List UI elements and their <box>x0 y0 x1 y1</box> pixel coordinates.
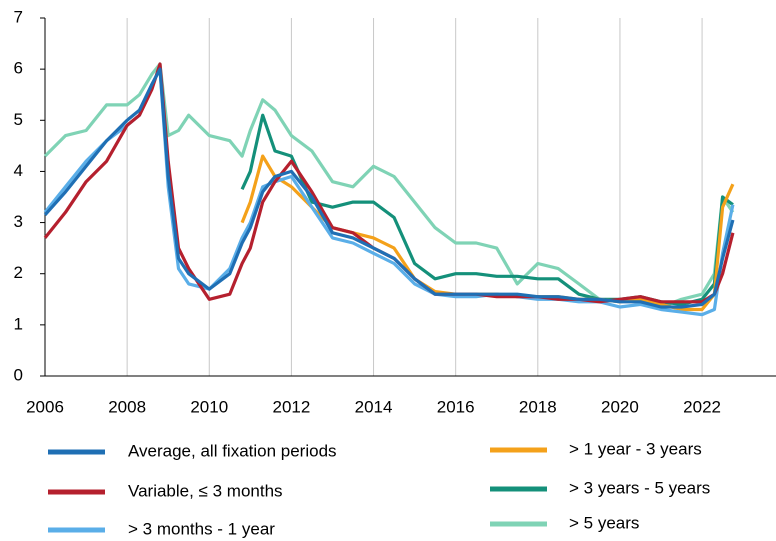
series-line <box>43 67 735 317</box>
series-line <box>43 62 735 304</box>
x-tick-label: 2022 <box>683 397 721 416</box>
x-tick-label: 2020 <box>601 397 639 416</box>
legend-label: > 5 years <box>569 513 639 532</box>
y-tick-label: 7 <box>14 7 23 26</box>
x-tick-label: 2008 <box>108 397 146 416</box>
legend-label: > 3 months - 1 year <box>128 519 275 538</box>
y-tick-label: 3 <box>14 212 23 231</box>
y-tick-label: 2 <box>14 263 23 282</box>
series-line <box>43 67 735 309</box>
x-tick-label: 2014 <box>355 397 393 416</box>
y-tick-label: 5 <box>14 110 23 129</box>
y-tick-label: 1 <box>14 314 23 333</box>
x-tick-label: 2006 <box>26 397 64 416</box>
x-tick-label: 2012 <box>272 397 310 416</box>
legend-label: Variable, ≤ 3 months <box>128 481 283 500</box>
series-line <box>240 154 735 312</box>
x-tick-label: 2010 <box>190 397 228 416</box>
legend-label: > 1 year - 3 years <box>569 439 702 458</box>
y-tick-label: 0 <box>14 365 23 384</box>
legend-label: > 3 years - 5 years <box>569 478 710 497</box>
x-tick-label: 2018 <box>519 397 557 416</box>
legend-label: Average, all fixation periods <box>128 441 337 460</box>
y-tick-label: 6 <box>14 59 23 78</box>
y-tick-label: 4 <box>14 161 23 180</box>
x-tick-label: 2016 <box>437 397 475 416</box>
